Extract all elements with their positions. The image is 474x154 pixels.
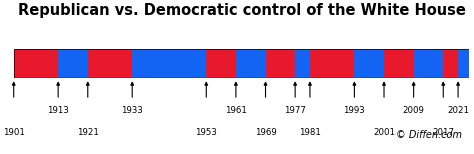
Text: 1993: 1993 xyxy=(344,106,365,115)
Text: 1901: 1901 xyxy=(3,128,25,138)
Text: 2001: 2001 xyxy=(373,128,395,138)
Text: 1969: 1969 xyxy=(255,128,276,138)
Text: 1913: 1913 xyxy=(47,106,69,115)
Title: Republican vs. Democratic control of the White House: Republican vs. Democratic control of the… xyxy=(18,3,465,18)
Text: © Diffen.com: © Diffen.com xyxy=(396,130,462,140)
Text: 1981: 1981 xyxy=(299,128,321,138)
Text: 1933: 1933 xyxy=(121,106,143,115)
Text: 2021: 2021 xyxy=(447,106,469,115)
Text: 2017: 2017 xyxy=(432,128,454,138)
Text: 1961: 1961 xyxy=(225,106,247,115)
Text: 1977: 1977 xyxy=(284,106,306,115)
Text: 1921: 1921 xyxy=(77,128,99,138)
Text: 1953: 1953 xyxy=(195,128,217,138)
Text: 2009: 2009 xyxy=(403,106,425,115)
